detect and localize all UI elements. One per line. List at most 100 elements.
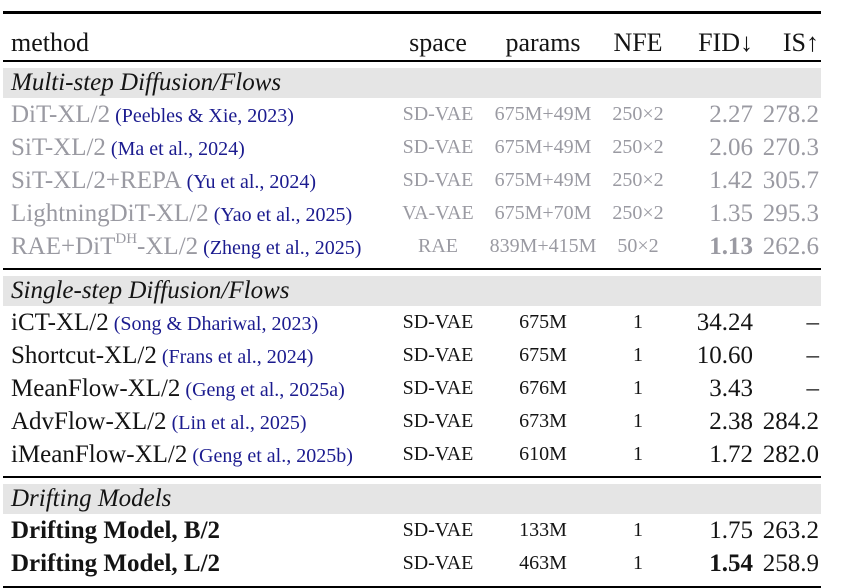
method-cell: MeanFlow-XL/2 (Geng et al., 2025a) xyxy=(3,375,393,403)
params-cell-value: 675M+70M xyxy=(494,202,592,224)
citation-link[interactable]: (Song & Dhariwal, 2023) xyxy=(113,312,319,335)
params-cell: 675M+49M xyxy=(483,169,603,192)
params-cell: 675M+70M xyxy=(483,202,603,225)
nfe-cell-value: 250×2 xyxy=(612,103,664,125)
space-cell-value: SD-VAE xyxy=(402,136,474,158)
section-header: Single-step Diffusion/Flows xyxy=(3,276,821,306)
fid-cell-value: 2.38 xyxy=(709,407,753,435)
method-cell: Drifting Model, L/2 xyxy=(3,550,393,578)
params-cell-value: 675M xyxy=(519,344,567,366)
method-name: DiT-XL/2 xyxy=(11,100,111,128)
citation-link[interactable]: (Zheng et al., 2025) xyxy=(203,236,362,259)
is-cell: 270.3 xyxy=(753,134,821,162)
params-cell: 675M+49M xyxy=(483,103,603,126)
space-cell: SD-VAE xyxy=(393,136,483,159)
space-cell-value: VA-VAE xyxy=(402,202,474,224)
space-cell-value: SD-VAE xyxy=(402,169,474,191)
citation-link[interactable]: (Geng et al., 2025b) xyxy=(192,444,353,467)
is-cell: – xyxy=(753,309,821,337)
nfe-cell: 1 xyxy=(603,311,673,334)
space-cell: SD-VAE xyxy=(393,519,483,542)
method-cell: iCT-XL/2 (Song & Dhariwal, 2023) xyxy=(3,309,393,337)
table-body: Multi-step Diffusion/Flows DiT-XL/2 (Peebl… xyxy=(3,68,821,580)
is-cell: 258.9 xyxy=(753,550,821,578)
fid-cell-value: 10.60 xyxy=(696,341,753,369)
table-row: AdvFlow-XL/2 (Lin et al., 2025) SD-VAE 673M… xyxy=(3,405,821,438)
fid-cell-value: 1.54 xyxy=(709,549,753,577)
fid-cell-value: 1.42 xyxy=(709,166,753,194)
space-cell-value: SD-VAE xyxy=(402,519,474,541)
is-cell-value: – xyxy=(806,374,820,402)
fid-cell: 3.43 xyxy=(673,375,753,403)
section-header: Multi-step Diffusion/Flows xyxy=(3,68,821,98)
fid-cell-value: 34.24 xyxy=(696,308,753,336)
citation-link[interactable]: (Ma et al., 2024) xyxy=(110,137,245,160)
params-cell: 610M xyxy=(483,443,603,466)
section-header: Drifting Models xyxy=(3,484,821,514)
nfe-cell-value: 250×2 xyxy=(612,136,664,158)
method-name: iCT-XL/2 xyxy=(11,308,109,336)
citation-link[interactable]: (Lin et al., 2025) xyxy=(171,411,307,434)
fid-cell: 2.06 xyxy=(673,134,753,162)
nfe-cell-value: 1 xyxy=(633,377,643,399)
is-cell-value: – xyxy=(806,308,820,336)
fid-cell: 1.72 xyxy=(673,441,753,469)
is-cell-value: 262.6 xyxy=(762,232,819,260)
fid-cell: 1.54 xyxy=(673,550,753,578)
table-row: RAE+DiTDH-XL/2 (Zheng et al., 2025) RAE 839… xyxy=(3,230,821,263)
is-cell: 295.3 xyxy=(753,200,821,228)
method-cell: Shortcut-XL/2 (Frans et al., 2024) xyxy=(3,342,393,370)
params-cell: 675M xyxy=(483,344,603,367)
nfe-cell: 1 xyxy=(603,377,673,400)
citation-link[interactable]: (Yao et al., 2025) xyxy=(213,203,353,226)
citation-link[interactable]: (Peebles & Xie, 2023) xyxy=(115,104,294,127)
is-cell-value: 278.2 xyxy=(762,100,819,128)
space-cell-value: SD-VAE xyxy=(402,377,474,399)
fid-cell-value: 2.27 xyxy=(709,100,753,128)
is-cell: 305.7 xyxy=(753,167,821,195)
nfe-cell-value: 250×2 xyxy=(612,202,664,224)
space-cell: SD-VAE xyxy=(393,169,483,192)
nfe-cell: 1 xyxy=(603,344,673,367)
col-header-method: method xyxy=(11,30,89,56)
nfe-cell: 250×2 xyxy=(603,103,673,126)
table-row: iMeanFlow-XL/2 (Geng et al., 2025b) SD-VAE… xyxy=(3,438,821,471)
col-header-is: IS↑ xyxy=(782,28,819,57)
section-divider-rule xyxy=(3,268,821,270)
method-name: SiT-XL/2+REPA xyxy=(11,166,182,194)
method-name: iMeanFlow-XL/2 xyxy=(11,440,188,468)
nfe-cell-value: 1 xyxy=(633,519,643,541)
citation-link[interactable]: (Frans et al., 2024) xyxy=(161,345,314,368)
params-cell: 675M xyxy=(483,311,603,334)
fid-cell-value: 1.75 xyxy=(709,516,753,544)
table-row: DiT-XL/2 (Peebles & Xie, 2023) SD-VAE 675M+… xyxy=(3,98,821,131)
space-cell: SD-VAE xyxy=(393,311,483,334)
nfe-cell-value: 1 xyxy=(633,344,643,366)
method-name: Drifting Model, B/2 xyxy=(11,516,221,544)
fid-cell: 2.27 xyxy=(673,101,753,129)
fid-cell: 2.38 xyxy=(673,408,753,436)
is-cell-value: 282.0 xyxy=(762,440,819,468)
params-cell-value: 463M xyxy=(519,552,567,574)
nfe-cell: 1 xyxy=(603,443,673,466)
citation-link[interactable]: (Geng et al., 2025a) xyxy=(185,378,345,401)
is-cell: – xyxy=(753,375,821,403)
citation-link[interactable]: (Yu et al., 2024) xyxy=(186,170,317,193)
header-rule xyxy=(3,60,821,62)
params-cell-value: 675M+49M xyxy=(494,136,592,158)
method-name: Shortcut-XL/2 xyxy=(11,341,157,369)
params-cell-value: 675M+49M xyxy=(494,169,592,191)
space-cell: VA-VAE xyxy=(393,202,483,225)
params-cell: 676M xyxy=(483,377,603,400)
is-cell-value: 284.2 xyxy=(762,407,819,435)
nfe-cell-value: 50×2 xyxy=(617,235,659,257)
space-cell: SD-VAE xyxy=(393,410,483,433)
method-cell: LightningDiT-XL/2 (Yao et al., 2025) xyxy=(3,200,393,228)
space-cell-value: SD-VAE xyxy=(402,443,474,465)
nfe-cell: 1 xyxy=(603,519,673,542)
params-cell-value: 133M xyxy=(519,519,567,541)
params-cell: 133M xyxy=(483,519,603,542)
fid-cell: 1.13 xyxy=(673,233,753,261)
fid-cell-value: 1.35 xyxy=(709,199,753,227)
section-divider-rule xyxy=(3,476,821,478)
